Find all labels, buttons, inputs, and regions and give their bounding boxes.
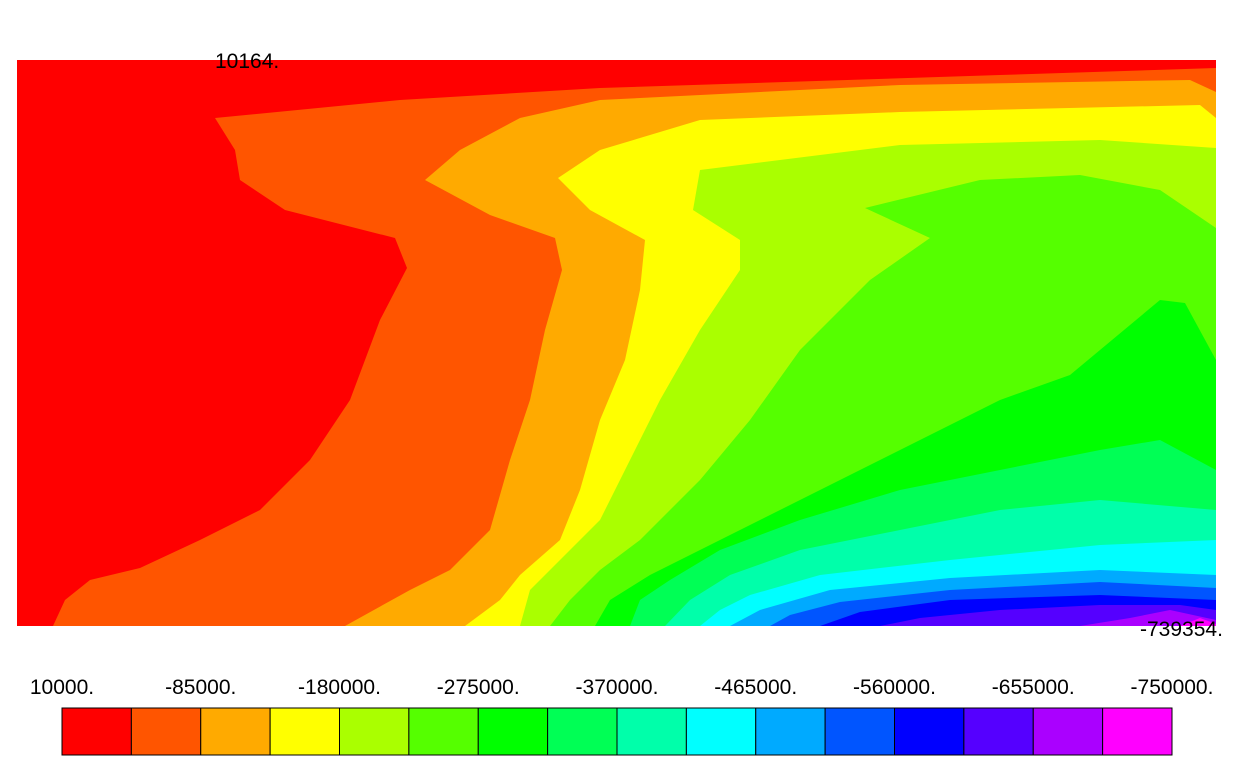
colorbar-tick-label: 10000. <box>30 676 94 699</box>
colorbar-tick-label: -655000. <box>992 676 1075 699</box>
colorbar-box <box>894 707 965 756</box>
colorbar-box <box>824 707 895 756</box>
colorbar-box <box>616 707 687 756</box>
colorbar-tick-label: -750000. <box>1131 676 1214 699</box>
colorbar-box <box>200 707 271 756</box>
colorbar-box <box>408 707 479 756</box>
colorbar-box <box>963 707 1034 756</box>
colorbar-box <box>1102 707 1173 756</box>
contour-plot <box>17 60 1216 626</box>
colorbar-box <box>685 707 757 756</box>
colorbar-box <box>269 707 340 756</box>
max-annotation: 10164. <box>215 50 279 73</box>
colorbar-tick-label: -370000. <box>576 676 659 699</box>
colorbar-box <box>1032 707 1104 756</box>
colorbar-box <box>339 707 410 756</box>
colorbar-box <box>61 707 132 756</box>
colorbar-box <box>130 707 202 756</box>
colorbar-tick-label: -465000. <box>714 676 797 699</box>
colorbar-box <box>755 707 826 756</box>
colorbar-tick-label: -275000. <box>437 676 520 699</box>
colorbar-box <box>477 707 549 756</box>
colorbar-tick-label: -180000. <box>298 676 381 699</box>
contour-band <box>1080 610 1216 626</box>
min-annotation: -739354. <box>1140 618 1223 641</box>
colorbar-box <box>547 707 618 756</box>
colorbar-tick-label: -85000. <box>165 676 236 699</box>
contour-band <box>1180 618 1216 626</box>
colorbar-tick-label: -560000. <box>853 676 936 699</box>
colorbar: 10000. -85000. -180000. -275000. -370000. -46… <box>30 676 1214 756</box>
